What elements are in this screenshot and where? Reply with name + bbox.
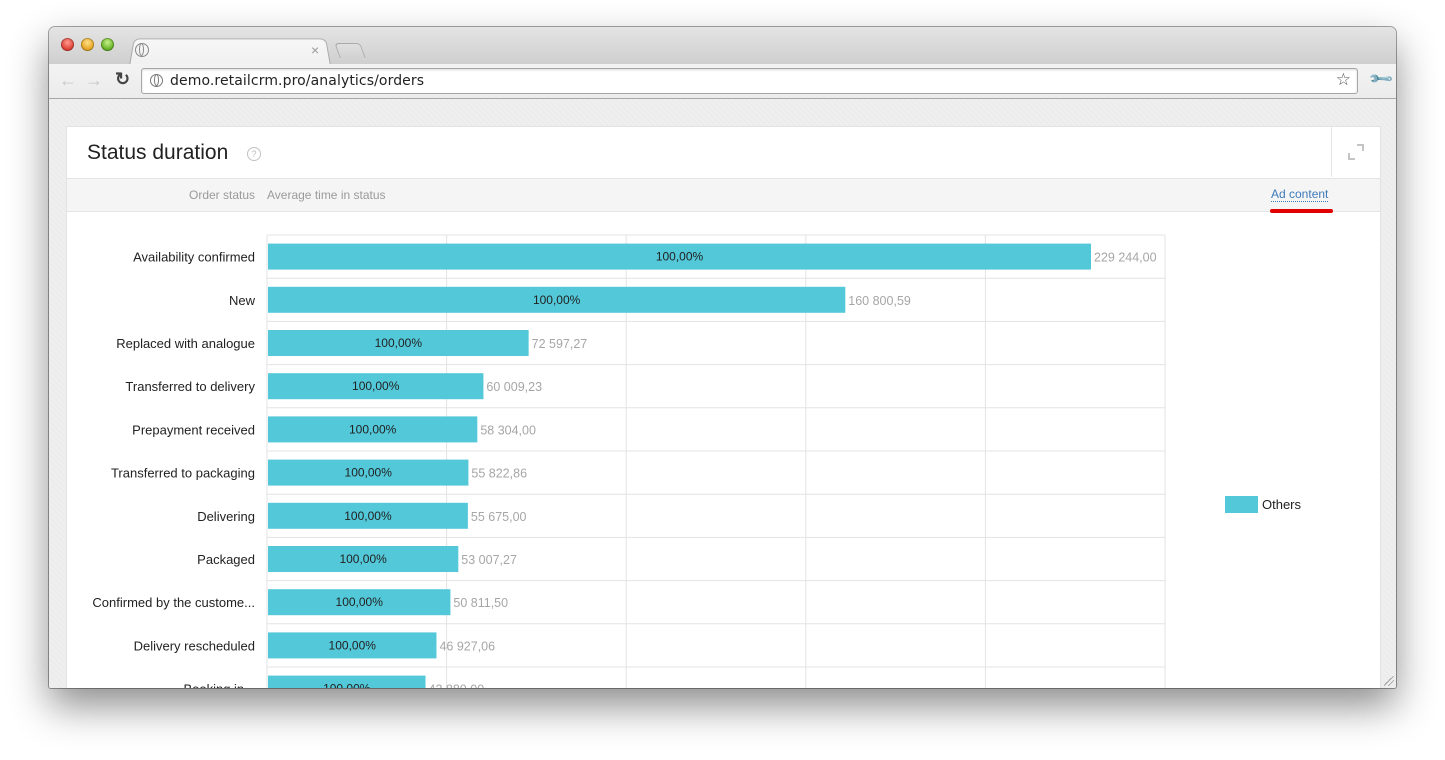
category-label: Transferred to packaging [111, 466, 255, 481]
expand-icon [1348, 144, 1364, 160]
title-bar: × [49, 27, 1396, 66]
bar-percent-label: 100,00% [323, 682, 371, 688]
bar-value-label: 50 811,50 [453, 596, 508, 610]
category-label: New [229, 293, 256, 308]
globe-icon [150, 74, 163, 87]
category-label: Prepayment received [132, 422, 255, 437]
widget-title: Status duration [87, 141, 229, 164]
bar[interactable] [268, 416, 478, 443]
minimize-window-button[interactable] [81, 38, 94, 51]
bar-percent-label: 100,00% [344, 509, 392, 523]
bar[interactable] [268, 502, 468, 529]
star-icon[interactable]: ☆ [1335, 70, 1351, 89]
bar-chart: Availability confirmed 100,00% 229 244,00 N… [92, 234, 1166, 688]
bar-percent-label: 100,00% [352, 379, 400, 393]
page-content: Status duration ? Order status Average t… [49, 99, 1396, 688]
category-label: Booking in... [183, 682, 255, 688]
bar-value-label: 72 597,27 [532, 337, 588, 351]
bar-value-label: 53 007,27 [461, 553, 517, 567]
back-icon[interactable]: ← [59, 70, 77, 90]
bar[interactable] [268, 459, 469, 486]
tab-close-icon[interactable]: × [311, 42, 320, 58]
forward-icon[interactable]: → [85, 70, 103, 90]
legend-label: Others [1262, 497, 1302, 512]
bar[interactable] [268, 243, 1091, 270]
widget-subheader: Order status Average time in status Ad c… [67, 178, 1380, 212]
category-label: Transferred to delivery [125, 379, 255, 394]
bar[interactable] [268, 373, 484, 400]
bar-value-label: 58 304,00 [480, 423, 536, 437]
bar-percent-label: 100,00% [656, 250, 704, 264]
bar-percent-label: 100,00% [349, 422, 397, 436]
category-label: Packaged [197, 552, 255, 567]
new-tab-button[interactable] [334, 43, 366, 58]
browser-window: × ← → ↻ demo.retailcrm.pro/analytics/ord… [49, 27, 1396, 688]
resize-grip[interactable] [1384, 676, 1394, 686]
bar-percent-label: 100,00% [345, 466, 393, 480]
browser-tab[interactable] [129, 38, 331, 66]
url-text[interactable]: demo.retailcrm.pro/analytics/orders [170, 73, 425, 89]
category-label: Availability confirmed [133, 250, 255, 265]
zoom-window-button[interactable] [101, 38, 114, 51]
legend-swatch [1225, 496, 1258, 513]
average-time-header: Average time in status [267, 188, 386, 202]
globe-icon [135, 43, 149, 57]
bar[interactable] [268, 330, 529, 356]
highlight-underline [1270, 209, 1333, 213]
bar-percent-label: 100,00% [336, 595, 384, 609]
bar-value-label: 60 009,23 [486, 380, 542, 394]
expand-button[interactable] [1331, 127, 1380, 177]
bar-value-label: 43 880,00 [429, 683, 485, 688]
bar[interactable] [268, 632, 437, 659]
status-duration-widget: Status duration ? Order status Average t… [67, 127, 1380, 688]
category-label: Confirmed by the custome... [92, 595, 255, 610]
bar-value-label: 229 244,00 [1094, 251, 1157, 265]
bar-value-label: 55 822,86 [471, 467, 527, 481]
close-window-button[interactable] [61, 38, 74, 51]
bar-value-label: 55 675,00 [471, 510, 527, 524]
bar-percent-label: 100,00% [375, 336, 423, 350]
bar[interactable] [268, 286, 846, 313]
help-icon[interactable]: ? [247, 147, 261, 161]
browser-toolbar: ← → ↻ demo.retailcrm.pro/analytics/order… [49, 64, 1396, 99]
order-status-header: Order status [189, 188, 256, 202]
bar-percent-label: 100,00% [339, 552, 387, 566]
bar[interactable] [268, 546, 459, 572]
bar[interactable] [268, 589, 451, 616]
ad-content-link[interactable]: Ad content [1271, 187, 1329, 202]
bar-value-label: 160 800,59 [848, 294, 911, 308]
bar[interactable] [268, 675, 426, 688]
bar-percent-label: 100,00% [533, 293, 581, 307]
category-label: Delivering [197, 509, 255, 524]
bar-value-label: 46 927,06 [439, 639, 495, 653]
address-bar[interactable]: demo.retailcrm.pro/analytics/orders ☆ [141, 68, 1358, 94]
category-label: Replaced with analogue [116, 336, 255, 351]
category-label: Delivery rescheduled [134, 638, 255, 653]
bar-percent-label: 100,00% [329, 638, 377, 652]
reload-icon[interactable]: ↻ [115, 69, 131, 89]
